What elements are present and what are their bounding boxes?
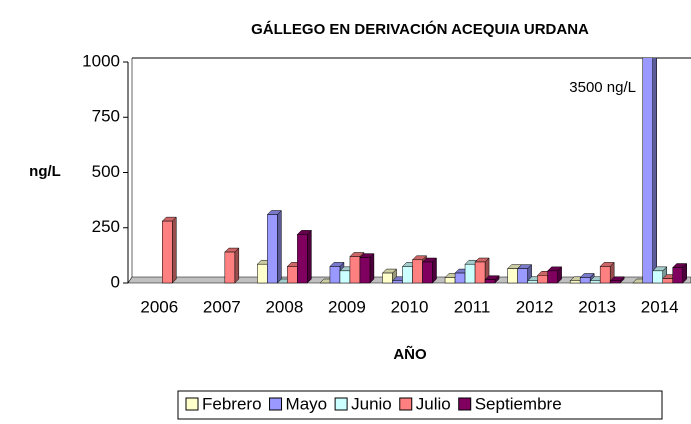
- bar: [444, 277, 456, 284]
- bar: [642, 58, 653, 284]
- legend-swatch: [458, 397, 472, 411]
- bar: [267, 214, 278, 284]
- bar: [579, 277, 591, 284]
- bar: [589, 280, 601, 284]
- x-tick-label: 2009: [328, 297, 366, 316]
- bar: [339, 270, 351, 284]
- bar: [537, 275, 548, 284]
- y-tick-label: 1000: [82, 51, 120, 70]
- bar-side: [277, 209, 282, 284]
- legend-swatch: [185, 397, 199, 411]
- bar: [454, 272, 466, 284]
- bar: [484, 279, 496, 284]
- bars: [161, 58, 688, 284]
- bar: [672, 267, 683, 284]
- bar: [569, 280, 581, 284]
- bar: [547, 270, 558, 284]
- bar: [517, 268, 528, 284]
- bar: [349, 256, 361, 284]
- bar: [412, 259, 423, 284]
- y-axis-label: ng/L: [29, 163, 61, 180]
- bar: [382, 272, 393, 284]
- bar: [464, 263, 476, 284]
- bar: [662, 278, 673, 284]
- legend-label: Junio: [351, 394, 392, 413]
- bar: [527, 280, 538, 284]
- y-tick-label: 0: [111, 272, 120, 291]
- bar: [359, 257, 371, 284]
- bar: [392, 280, 403, 284]
- legend-label: Julio: [416, 394, 451, 413]
- bar: [329, 266, 341, 284]
- bar-side: [369, 252, 375, 284]
- bar: [609, 280, 621, 284]
- x-tick-label: 2010: [391, 297, 429, 316]
- bar: [224, 251, 236, 284]
- bar: [297, 234, 308, 284]
- x-tick-label: 2012: [516, 297, 554, 316]
- bar-side: [307, 229, 312, 284]
- x-tick-label: 2006: [140, 297, 178, 316]
- x-tick-label: 2014: [641, 297, 679, 316]
- bar-side: [172, 216, 177, 284]
- bar: [599, 266, 611, 284]
- x-tick-label: 2008: [265, 297, 303, 316]
- legend-label: Mayo: [286, 394, 328, 413]
- x-axis-label: AÑO: [393, 345, 427, 363]
- legend-box: [177, 390, 663, 420]
- bar: [402, 266, 413, 284]
- legend-swatch: [269, 397, 283, 411]
- chart-title: GÁLLEGO EN DERIVACIÓN ACEQUIA URDANA: [251, 20, 589, 38]
- bar: [652, 270, 663, 284]
- bar-side: [234, 247, 240, 284]
- x-tick-label: 2013: [578, 297, 616, 316]
- legend-label: Febrero: [202, 394, 262, 413]
- bar: [162, 220, 173, 284]
- annotation: 3500 ng/L: [569, 79, 636, 96]
- bar: [474, 261, 486, 284]
- bar: [257, 263, 268, 284]
- bar: [507, 268, 518, 284]
- y-tick-label: 750: [92, 107, 120, 126]
- bar: [422, 261, 433, 284]
- bar-side: [652, 58, 657, 284]
- legend-swatch: [399, 397, 413, 411]
- bar: [287, 266, 298, 284]
- x-tick-label: 2011: [454, 297, 491, 316]
- x-tick-label: 2007: [203, 297, 241, 316]
- y-tick-label: 250: [92, 217, 120, 236]
- legend-swatch: [334, 397, 348, 411]
- legend-label: Septiembre: [475, 394, 562, 413]
- y-tick-label: 500: [92, 162, 120, 181]
